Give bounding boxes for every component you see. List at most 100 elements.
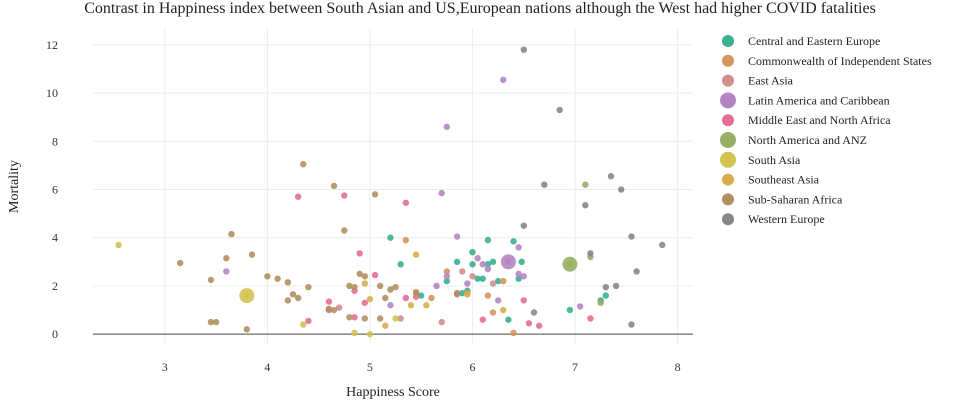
x-tick-label: 3: [162, 360, 168, 374]
data-point: [459, 289, 466, 297]
data-point: [361, 273, 368, 280]
legend-item[interactable]: Southeast Asia: [722, 173, 820, 187]
legend-marker: [722, 74, 734, 87]
data-point: [407, 302, 415, 309]
data-point: [402, 294, 410, 302]
data-point: [479, 275, 486, 282]
legend-item[interactable]: North America and ANZ: [720, 132, 867, 148]
data-point: [582, 201, 589, 209]
data-point: [443, 268, 451, 275]
data-point: [248, 251, 256, 258]
data-point: [341, 227, 348, 234]
data-point: [597, 299, 604, 307]
y-tick-label: 6: [52, 183, 58, 197]
data-point: [612, 282, 620, 290]
legend-item[interactable]: East Asia: [722, 74, 794, 88]
data-point: [505, 316, 512, 323]
data-point: [474, 275, 481, 282]
data-point: [305, 317, 312, 325]
data-point: [520, 222, 527, 229]
data-point: [484, 236, 492, 244]
data-point: [294, 294, 302, 302]
data-point: [228, 230, 235, 238]
data-point: [494, 297, 502, 304]
legend-item[interactable]: Western Europe: [722, 212, 825, 226]
data-point: [305, 283, 312, 291]
legend-label: South Asia: [748, 153, 801, 167]
legend-marker: [720, 92, 736, 109]
data-point: [576, 303, 584, 310]
legend-marker: [720, 151, 736, 168]
data-point: [346, 282, 353, 290]
data-point: [500, 277, 507, 285]
data-point: [412, 289, 420, 297]
data-point: [520, 273, 527, 280]
data-point: [423, 302, 430, 309]
data-point: [366, 330, 374, 338]
legend-label: Latin America and Caribbean: [748, 93, 890, 107]
data-point: [500, 76, 507, 84]
data-point: [335, 304, 343, 311]
legend-label: Commonwealth of Independent States: [748, 54, 932, 68]
data-point: [176, 259, 184, 267]
data-point: [330, 306, 338, 314]
data-point: [469, 261, 476, 268]
legend-item[interactable]: Latin America and Caribbean: [720, 92, 890, 109]
data-point: [402, 236, 410, 244]
data-point: [628, 321, 635, 328]
x-tick-label: 5: [367, 360, 373, 374]
legend-label: Middle East and North Africa: [748, 113, 891, 127]
data-point: [243, 326, 251, 333]
data-point: [453, 291, 461, 298]
legend-label: Western Europe: [748, 212, 825, 226]
x-tick-label: 4: [264, 360, 270, 374]
legend-item[interactable]: South Asia: [720, 151, 801, 168]
data-point: [284, 297, 292, 304]
x-tick-label: 6: [469, 360, 475, 374]
data-point: [484, 265, 492, 273]
y-tick-label: 12: [46, 38, 58, 52]
data-point: [464, 291, 471, 298]
chart-title: Contrast in Happiness index between Sout…: [84, 0, 876, 17]
data-point: [300, 321, 307, 328]
data-point: [294, 193, 302, 200]
data-point: [479, 316, 486, 323]
legend[interactable]: Central and Eastern Europe Commonwealth o…: [720, 34, 932, 226]
data-point: [489, 280, 497, 287]
legend-item[interactable]: Middle East and North Africa: [722, 113, 891, 127]
data-point: [602, 292, 610, 299]
data-point: [515, 275, 522, 282]
data-point: [264, 273, 271, 280]
legend-label: North America and ANZ: [748, 133, 867, 147]
data-point: [618, 186, 625, 193]
data-point: [376, 282, 384, 290]
data-point: [300, 161, 307, 168]
y-axis-label: Mortality: [7, 160, 22, 213]
data-point: [387, 286, 394, 293]
legend-marker: [722, 54, 734, 67]
legend-item[interactable]: Sub-Saharan Africa: [722, 192, 843, 206]
data-point: [284, 279, 292, 286]
data-point: [274, 275, 281, 282]
data-point: [489, 258, 497, 266]
data-point: [397, 315, 404, 322]
data-point: [484, 261, 492, 268]
data-point: [351, 314, 358, 321]
data-point: [351, 283, 358, 291]
legend-item[interactable]: Commonwealth of Independent States: [722, 54, 932, 68]
data-point: [325, 305, 333, 313]
data-point: [115, 241, 122, 249]
data-point: [494, 277, 502, 285]
data-point: [376, 315, 384, 322]
data-point: [356, 250, 363, 257]
legend-marker: [722, 213, 734, 226]
legend-item[interactable]: Central and Eastern Europe: [722, 34, 880, 48]
data-point: [366, 295, 374, 303]
data-point: [530, 309, 538, 316]
data-point: [484, 292, 492, 299]
data-point: [325, 298, 333, 305]
data-point: [541, 181, 548, 188]
data-point: [433, 282, 440, 290]
data-point: [330, 182, 338, 190]
